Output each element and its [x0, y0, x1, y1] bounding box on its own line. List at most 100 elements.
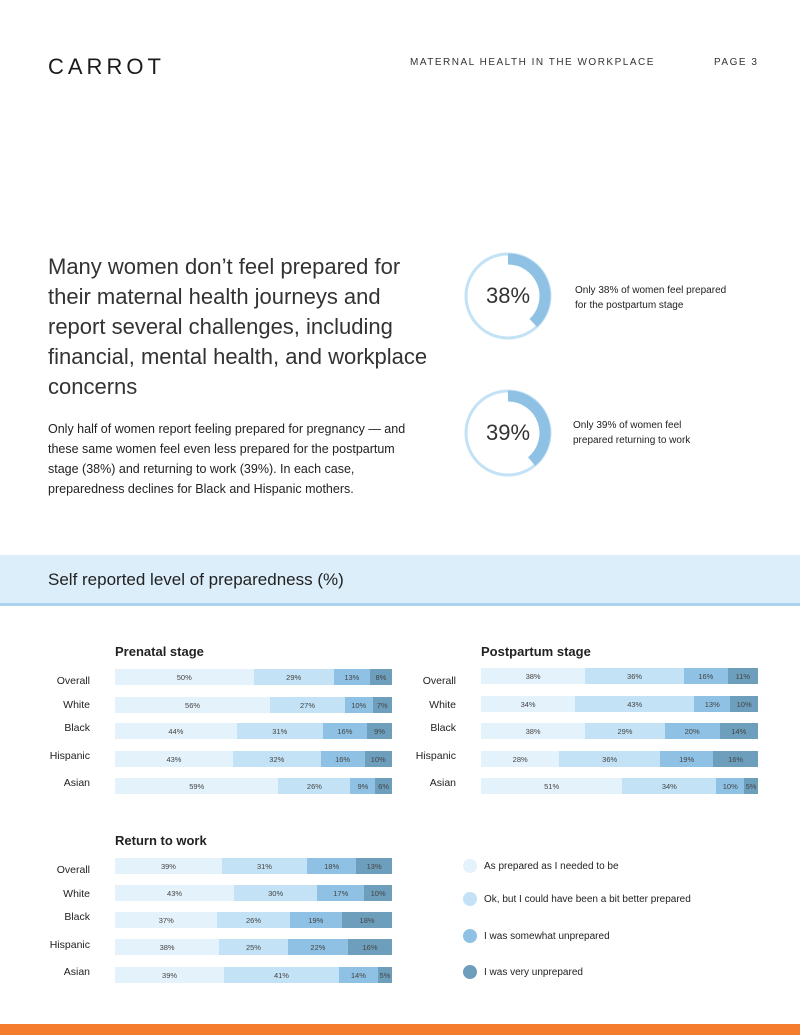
- postpartum-stage-chart-title: Postpartum stage: [481, 644, 591, 659]
- return-to-work-bar-asian: 39% 41% 14% 5%: [115, 967, 392, 983]
- return-to-work-donut-arc: [507, 390, 551, 466]
- prenatal-stage-overall-segment-1: 29%: [253, 669, 334, 685]
- prenatal-stage-bar-hispanic: 43% 32% 16% 10%: [115, 751, 392, 767]
- return-to-work-overall-segment-2: 18%: [306, 858, 357, 874]
- return-to-work-row-label-overall: Overall: [56, 864, 90, 876]
- postpartum-stage-row-label-overall: Overall: [422, 675, 456, 687]
- return-to-work-hispanic-segment-1: 25%: [219, 939, 288, 955]
- postpartum-stage-asian-segment-3: 5%: [744, 778, 758, 794]
- postpartum-donut: 38%: [460, 248, 556, 344]
- postpartum-stage-black-segment-3: 14%: [719, 723, 758, 739]
- return-to-work-asian-segment-2: 14%: [338, 967, 378, 983]
- postpartum-stage-bar-overall: 38% 36% 16% 11%: [481, 668, 758, 684]
- prenatal-stage-overall-segment-3: 8%: [369, 669, 392, 685]
- footer-accent-bar: [0, 1024, 800, 1035]
- legend-item-1: Ok, but I could have been a bit better p…: [463, 892, 691, 906]
- return-to-work-bar-overall: 39% 31% 18% 13%: [115, 858, 392, 874]
- prenatal-stage-asian-segment-3: 6%: [375, 778, 392, 794]
- prenatal-stage-black-segment-0: 44%: [115, 723, 237, 739]
- postpartum-stage-hispanic-segment-3: 16%: [713, 751, 758, 767]
- postpartum-stage-asian-segment-2: 10%: [716, 778, 745, 794]
- prenatal-stage-chart-title: Prenatal stage: [115, 644, 204, 659]
- postpartum-stage-row-label-black: Black: [430, 722, 456, 734]
- return-to-work-black-segment-3: 18%: [342, 912, 392, 928]
- postpartum-stage-black-segment-2: 20%: [664, 723, 720, 739]
- legend-item-2: I was somewhat unprepared: [463, 929, 610, 943]
- carrot-logo: CARROT: [48, 54, 165, 79]
- return-to-work-hispanic-segment-3: 16%: [348, 939, 392, 955]
- return-to-work-white-segment-1: 30%: [234, 885, 318, 901]
- postpartum-stage-overall-segment-1: 36%: [585, 668, 684, 684]
- legend-label-0: As prepared as I needed to be: [484, 860, 619, 872]
- return-to-work-donut: 39%: [460, 385, 556, 481]
- prenatal-stage-row-label-hispanic: Hispanic: [49, 750, 90, 762]
- prenatal-stage-hispanic-segment-3: 10%: [364, 751, 392, 767]
- document-title: MATERNAL HEALTH IN THE WORKPLACE: [410, 57, 655, 68]
- postpartum-stage-hispanic-segment-1: 36%: [559, 751, 661, 767]
- prenatal-stage-black-segment-1: 31%: [236, 723, 323, 739]
- postpartum-stage-row-label-asian: Asian: [429, 777, 456, 789]
- prenatal-stage-overall-segment-2: 13%: [333, 669, 370, 685]
- postpartum-stage-row-label-hispanic: Hispanic: [415, 750, 456, 762]
- return-to-work-white-segment-0: 43%: [115, 885, 235, 901]
- intro-paragraph: Only half of women report feeling prepar…: [48, 422, 406, 496]
- postpartum-stage-asian-segment-0: 51%: [481, 778, 623, 794]
- postpartum-stage-white-segment-1: 43%: [575, 696, 695, 712]
- postpartum-donut-ring: [464, 252, 552, 340]
- return-to-work-donut-value: 39%: [485, 420, 531, 445]
- prenatal-stage-overall-segment-0: 50%: [115, 669, 254, 685]
- prenatal-stage-bar-asian: 59% 26% 9% 6%: [115, 778, 392, 794]
- legend-swatch-3: [463, 965, 477, 979]
- prenatal-stage-black-segment-3: 9%: [367, 723, 392, 739]
- return-to-work-black-segment-0: 37%: [115, 912, 218, 928]
- prenatal-stage-hispanic-segment-0: 43%: [115, 751, 233, 767]
- prenatal-stage-asian-segment-0: 59%: [115, 778, 279, 794]
- postpartum-stage-bar-hispanic: 28% 36% 19% 16%: [481, 751, 758, 767]
- legend-item-0: As prepared as I needed to be: [463, 859, 619, 873]
- prenatal-stage-white-segment-1: 27%: [270, 697, 345, 713]
- prenatal-stage-white-segment-3: 7%: [372, 697, 392, 713]
- postpartum-stage-white-segment-3: 10%: [730, 696, 758, 712]
- postpartum-stage-hispanic-segment-2: 19%: [660, 751, 714, 767]
- postpartum-caption: Only 38% of women feel prepared for the …: [575, 285, 727, 311]
- postpartum-stage-overall-segment-3: 11%: [727, 668, 758, 684]
- postpartum-donut-arc: [507, 253, 551, 327]
- return-to-work-overall-segment-0: 39%: [115, 858, 222, 874]
- return-to-work-asian-segment-1: 41%: [224, 967, 339, 983]
- prenatal-stage-row-label-black: Black: [64, 722, 90, 734]
- legend-label-3: I was very unprepared: [484, 966, 583, 978]
- postpartum-stage-overall-segment-0: 38%: [481, 668, 586, 684]
- page-number: PAGE 3: [714, 57, 759, 68]
- return-to-work-bar-hispanic: 38% 25% 22% 16%: [115, 939, 392, 955]
- prenatal-stage-bar-white: 56% 27% 10% 7%: [115, 697, 392, 713]
- prenatal-stage-white-segment-0: 56%: [115, 697, 271, 713]
- prenatal-stage-hispanic-segment-2: 16%: [320, 751, 365, 767]
- legend-item-3: I was very unprepared: [463, 965, 583, 979]
- return-to-work-row-label-hispanic: Hispanic: [49, 939, 90, 951]
- section-title: Self reported level of preparedness (%): [48, 570, 344, 589]
- postpartum-stage-bar-asian: 51% 34% 10% 5%: [481, 778, 758, 794]
- return-to-work-donut-ring: [464, 389, 552, 477]
- postpartum-stage-hispanic-segment-0: 28%: [481, 751, 560, 767]
- return-to-work-chart-title: Return to work: [115, 833, 207, 848]
- return-to-work-row-label-asian: Asian: [63, 966, 90, 978]
- return-to-work-bar-black: 37% 26% 19% 18%: [115, 912, 392, 928]
- return-to-work-overall-segment-3: 13%: [356, 858, 392, 874]
- return-to-work-asian-segment-3: 5%: [377, 967, 392, 983]
- return-to-work-hispanic-segment-0: 38%: [115, 939, 220, 955]
- return-to-work-overall-segment-1: 31%: [221, 858, 307, 874]
- return-to-work-black-segment-1: 26%: [217, 912, 290, 928]
- return-to-work-row-label-black: Black: [64, 911, 90, 923]
- postpartum-stage-white-segment-2: 13%: [694, 696, 731, 712]
- return-to-work-white-segment-3: 10%: [364, 885, 392, 901]
- prenatal-stage-bar-black: 44% 31% 16% 9%: [115, 723, 392, 739]
- return-to-work-row-label-white: White: [63, 888, 90, 900]
- postpartum-stage-black-segment-1: 29%: [585, 723, 665, 739]
- legend-swatch-1: [463, 892, 477, 906]
- postpartum-stage-row-label-white: White: [429, 699, 456, 711]
- return-to-work-white-segment-2: 17%: [317, 885, 365, 901]
- prenatal-stage-asian-segment-2: 9%: [350, 778, 376, 794]
- postpartum-stage-black-segment-0: 38%: [481, 723, 586, 739]
- legend-swatch-2: [463, 929, 477, 943]
- return-to-work-black-segment-2: 19%: [289, 912, 343, 928]
